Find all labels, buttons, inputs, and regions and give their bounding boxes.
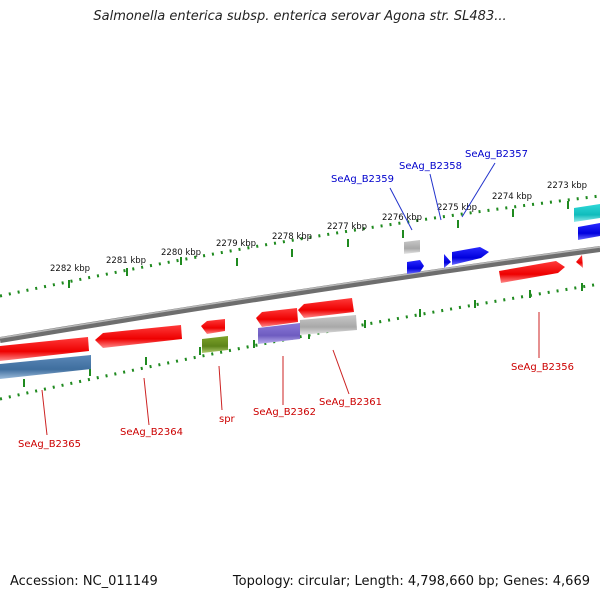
label-leaders-blue <box>389 162 496 231</box>
gene-label-seag-b2357[interactable]: SeAg_B2357 <box>465 149 528 160</box>
outer-tick-track <box>0 194 600 298</box>
inner-major-ticks <box>23 283 583 387</box>
gene-blue-right[interactable] <box>578 223 600 240</box>
gene-spr[interactable] <box>202 336 228 353</box>
genome-backbone <box>0 246 600 343</box>
tick-label: 2278 kbp <box>272 232 312 242</box>
gene-cyan[interactable] <box>574 204 600 222</box>
tick-label: 2281 kbp <box>106 256 146 266</box>
gene-label-spr[interactable]: spr <box>219 414 236 425</box>
gene-seag-b2362-lower[interactable] <box>258 323 300 344</box>
topology-summary: Topology: circular; Length: 4,798,660 bp… <box>232 574 590 589</box>
tick-label: 2279 kbp <box>216 239 256 249</box>
tick-label: 2273 kbp <box>547 181 587 191</box>
gene-seag-b2356[interactable] <box>499 261 565 283</box>
tick-label: 2275 kbp <box>437 203 477 213</box>
tick-label: 2274 kbp <box>492 192 532 202</box>
gene-seag-b2361-lower[interactable] <box>300 315 357 335</box>
gene-seag-b2365-lower[interactable] <box>0 355 91 379</box>
accession-text: Accession: NC_011149 <box>10 574 158 589</box>
gene-label-seag-b2356[interactable]: SeAg_B2356 <box>511 362 574 373</box>
inner-tick-track <box>0 282 600 401</box>
tick-label: 2276 kbp <box>382 213 422 223</box>
gene-spr-upper[interactable] <box>201 319 225 334</box>
gene-label-seag-b2362[interactable]: SeAg_B2362 <box>253 407 316 418</box>
gene-seag-b2359[interactable] <box>404 240 420 254</box>
outer-major-ticks <box>68 201 569 288</box>
gene-seag-b2362[interactable] <box>256 308 298 327</box>
gene-seag-b2361[interactable] <box>298 298 354 318</box>
genome-backbone-highlight <box>0 246 600 339</box>
tick-label: 2282 kbp <box>50 264 90 274</box>
gene-seag-b2358[interactable] <box>444 254 451 268</box>
gene-seag-b2357[interactable] <box>452 247 489 265</box>
gene-seag-b2364[interactable] <box>95 325 182 348</box>
label-leaders-red <box>41 312 540 436</box>
gene-label-seag-b2364[interactable]: SeAg_B2364 <box>120 427 183 438</box>
gene-small-red-right[interactable] <box>576 255 583 268</box>
tick-label: 2280 kbp <box>161 248 201 258</box>
gene-label-seag-b2365[interactable]: SeAg_B2365 <box>18 439 81 450</box>
map-title: Salmonella enterica subsp. enterica sero… <box>93 9 507 24</box>
gene-label-seag-b2359[interactable]: SeAg_B2359 <box>331 174 394 185</box>
gene-label-seag-b2358[interactable]: SeAg_B2358 <box>399 161 462 172</box>
tick-label: 2277 kbp <box>327 222 367 232</box>
gene-seag-b2365[interactable] <box>0 337 89 361</box>
gene-seag-b2359-arrow[interactable] <box>407 260 424 274</box>
gene-label-seag-b2361[interactable]: SeAg_B2361 <box>319 397 382 408</box>
